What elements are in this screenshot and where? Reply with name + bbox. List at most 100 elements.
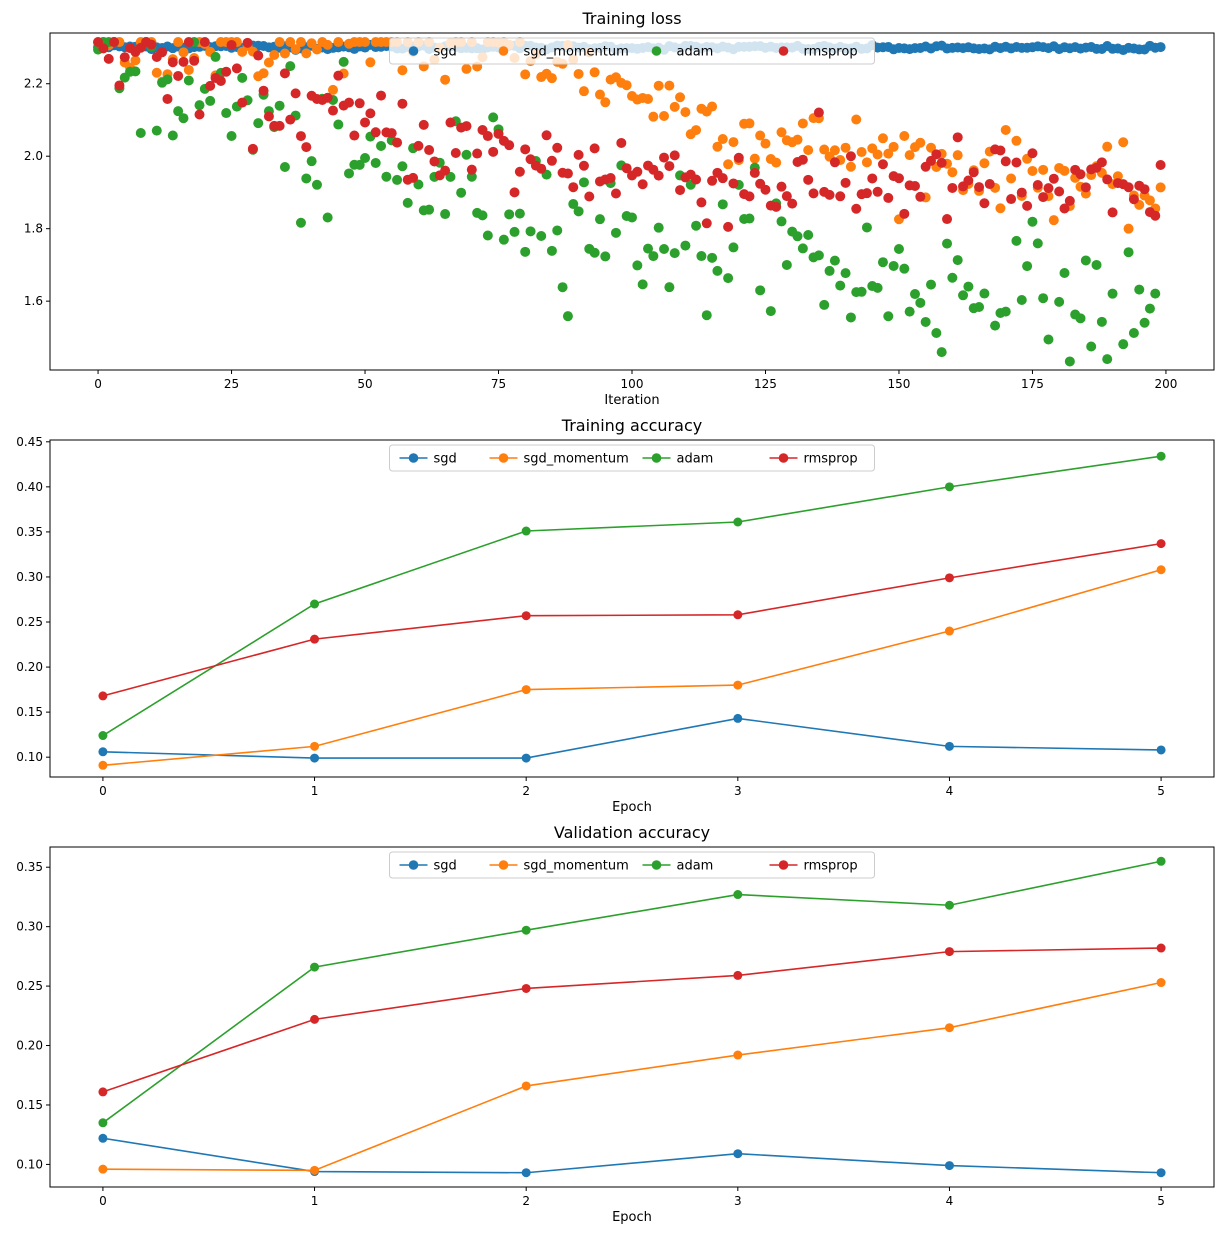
data-point [477,210,488,221]
data-point [803,145,814,156]
data-point [851,203,862,214]
data-point [514,166,525,177]
x-axis-label: Epoch [612,1210,652,1225]
data-point [899,208,910,219]
data-point [509,187,520,198]
data-point [482,131,493,142]
x-tick-label: 150 [888,377,911,391]
data-point [194,109,205,120]
data-point [333,119,344,130]
data-point [279,162,290,173]
data-point [1144,195,1155,206]
y-tick-label: 0.20 [16,1039,43,1053]
data-point [162,93,173,104]
data-point [944,900,954,910]
legend-item-adam: adam [642,859,713,874]
data-point [1102,174,1113,185]
data-point [279,48,290,59]
data-point [771,157,782,168]
data-point [877,257,888,268]
data-point [691,125,702,136]
data-point [573,68,584,79]
data-point [247,143,258,154]
data-point [952,150,963,161]
data-point [904,150,915,161]
data-point [253,118,264,129]
data-point [776,216,787,227]
y-tick-label: 0.35 [16,860,43,874]
data-point [397,161,408,172]
data-point [183,37,194,48]
data-point [440,74,451,85]
data-point [408,172,419,183]
x-tick-label: 3 [734,1194,742,1208]
data-point [1016,187,1027,198]
legend-marker [778,46,789,56]
data-point [952,132,963,143]
data-point [643,94,654,105]
data-point [183,75,194,86]
legend: sgd sgd_momentum adam rmsprop [389,444,875,472]
data-point [968,167,979,178]
data-point [824,265,835,276]
data-point [1128,327,1139,338]
data-point [707,101,718,112]
data-point [440,209,451,220]
data-point [1156,943,1166,953]
data-point [568,182,579,193]
data-point [109,37,120,48]
data-point [231,63,242,74]
data-point [301,142,312,153]
data-point [659,152,670,163]
data-point [98,691,108,701]
data-point [1113,380,1123,390]
data-point [344,168,355,179]
data-point [723,159,734,170]
data-point [733,610,743,620]
data-point [151,67,162,78]
legend-item-rmsprop: rmsprop [769,859,858,874]
data-point [915,297,926,308]
data-point [712,141,723,152]
series-rmsprop [98,539,1166,701]
legend-label: sgd_momentum [524,45,629,60]
legend-item-sgd_momentum: sgd_momentum [489,859,629,874]
data-point [509,226,520,237]
data-point [781,191,792,202]
data-point [915,137,926,148]
data-point [1048,173,1059,184]
data-point [648,111,659,122]
data-point [589,67,600,78]
data-point [696,197,707,208]
data-point [1038,293,1049,304]
data-point [691,220,702,231]
chart-1: Training accuracy 0 1 2 3 4 5 0.10 0.15 0.20 0.25 0… [16,416,1215,815]
data-point [521,753,531,763]
data-point [1080,182,1091,193]
data-point [888,141,899,152]
legend-marker [778,453,789,463]
data-point [931,328,942,339]
data-point [979,198,990,209]
data-point [1080,255,1091,266]
data-point [274,120,285,131]
data-point [1139,184,1150,195]
data-point [333,37,344,48]
data-point [701,310,712,321]
plot-area [98,856,1166,1178]
data-point [669,150,680,161]
legend-marker [498,46,509,56]
data-point [1043,183,1054,194]
data-point [290,44,301,55]
data-point [867,173,878,184]
data-point [1064,356,1075,367]
data-point [883,311,894,322]
data-point [157,47,168,58]
legend-label: rmsprop [804,452,858,467]
data-point [397,98,408,109]
y-tick-label: 1.8 [24,222,43,236]
series-rmsprop [93,37,1166,232]
data-point [744,191,755,202]
data-point [1049,377,1059,387]
data-point [98,1133,108,1143]
